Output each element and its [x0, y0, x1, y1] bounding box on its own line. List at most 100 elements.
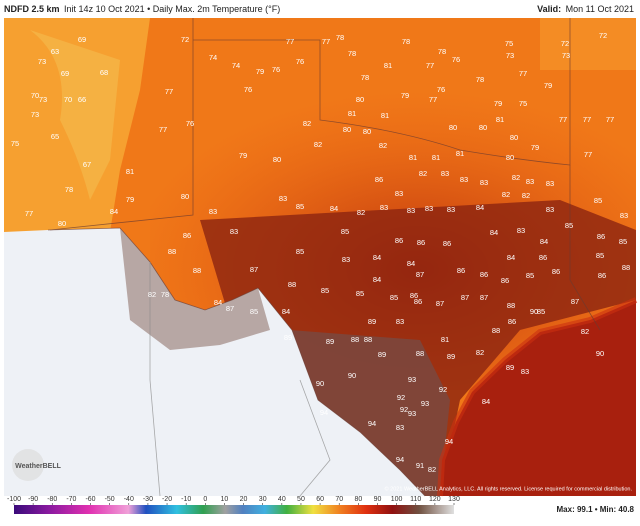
temperature-label: 69: [78, 35, 86, 44]
temperature-label: 79: [126, 195, 134, 204]
temperature-label: 88: [351, 335, 359, 344]
mexico: [4, 228, 425, 496]
temperature-label: 72: [599, 31, 607, 40]
temperature-label: 90: [316, 379, 324, 388]
temperature-label: 81: [126, 167, 134, 176]
temperature-label: 88: [288, 280, 296, 289]
colorbar-tick-label: 10: [221, 496, 229, 503]
temperature-label: 80: [479, 123, 487, 132]
temperature-label: 78: [476, 75, 484, 84]
temperature-label: 77: [426, 61, 434, 70]
mexico-border: [149, 262, 331, 497]
temperature-label: 88: [622, 263, 630, 272]
temperature-label: 94: [368, 419, 376, 428]
temperature-label: 81: [384, 61, 392, 70]
colorbar-tick-label: 30: [259, 496, 267, 503]
temperature-label: 70: [31, 91, 39, 100]
temperature-label: 70: [64, 95, 72, 104]
temperature-label: 76: [452, 55, 460, 64]
state-border: [569, 165, 601, 331]
colorbar-ticks: -100 -90 -80 -70 -60 -50 -40 -30 -20 -10 0 10 20 30 40…: [7, 496, 460, 505]
temperature-label: 86: [598, 271, 606, 280]
temperature-label: 87: [250, 265, 258, 274]
temperature-label: 81: [496, 115, 504, 124]
temperature-label: 68: [100, 68, 108, 77]
temperature-label: 82: [314, 140, 322, 149]
temperature-label: 63: [51, 47, 59, 56]
copyright: © 2021 WeatherBELL Analytics, LLC. All r…: [385, 485, 633, 492]
temperature-label: 76: [296, 57, 304, 66]
temperature-label: 84: [482, 397, 490, 406]
temperature-label: 79: [256, 67, 264, 76]
gulf: [440, 300, 636, 496]
temperature-label: 72: [561, 39, 569, 48]
north-region: [540, 18, 636, 70]
colorbar-tick-label: 20: [240, 496, 248, 503]
high-terrain: [30, 30, 120, 200]
temperature-label: 83: [407, 206, 415, 215]
rio-grande: [47, 227, 426, 497]
temperature-label: 89: [378, 350, 386, 359]
temperature-label: 86: [414, 297, 422, 306]
temperature-label: 85: [526, 271, 534, 280]
temperature-label: 93: [408, 409, 416, 418]
temperature-label: 83: [526, 177, 534, 186]
temperature-label: 93: [408, 375, 416, 384]
temperature-label: 85: [296, 247, 304, 256]
temperature-label: 84: [407, 259, 415, 268]
temperature-label: 80: [273, 155, 281, 164]
temperature-label: 84: [110, 207, 118, 216]
temperature-label: 73: [506, 51, 514, 60]
temperature-label: 86: [417, 238, 425, 247]
temperature-label: 86: [457, 266, 465, 275]
colorbar-tick-label: -70: [66, 496, 76, 503]
temperature-label: 90: [596, 349, 604, 358]
temperature-label: 82: [148, 290, 156, 299]
temperature-label: 79: [494, 99, 502, 108]
temperature-label: 78: [361, 73, 369, 82]
temperature-label: 86: [183, 231, 191, 240]
temperature-label: 82: [581, 327, 589, 336]
temperature-label: 79: [239, 151, 247, 160]
temperature-label: 80: [343, 125, 351, 134]
colorbar-tick-label: -20: [162, 496, 172, 503]
temperature-label: 84: [540, 237, 548, 246]
temperature-label: 80: [58, 219, 66, 228]
temperature-label: 77: [559, 115, 567, 124]
temperature-label: 83: [546, 205, 554, 214]
temperature-label: 87: [226, 304, 234, 313]
temperature-label: 81: [348, 109, 356, 118]
temperature-label: 83: [441, 169, 449, 178]
colorbar-tick-label: -100: [7, 496, 21, 503]
temperature-label: 81: [456, 149, 464, 158]
colorbar-tick-label: -60: [85, 496, 95, 503]
temperature-label: 77: [606, 115, 614, 124]
temperature-label: 75: [11, 139, 19, 148]
temperature-label: 89: [506, 363, 514, 372]
temperature-label: 78: [161, 290, 169, 299]
temperature-label: 84: [490, 228, 498, 237]
temperature-label: 84: [373, 253, 381, 262]
temperature-label: 85: [596, 251, 604, 260]
temperature-label: 85: [321, 286, 329, 295]
temperature-label: 86: [508, 317, 516, 326]
temperature-label: 77: [165, 87, 173, 96]
temperature-label: 85: [390, 293, 398, 302]
temperature-label: 83: [230, 227, 238, 236]
temperature-label: 77: [429, 95, 437, 104]
temperature-label: 89: [368, 317, 376, 326]
temperature-label: 83: [279, 194, 287, 203]
temperature-label: 94: [445, 437, 453, 446]
temperature-label: 86: [552, 267, 560, 276]
temperature-label: 73: [38, 57, 46, 66]
temperature-label: 77: [322, 37, 330, 46]
temperature-label: 92: [400, 405, 408, 414]
temperature-label: 83: [480, 178, 488, 187]
temperature-label: 82: [428, 465, 436, 474]
temperature-label: 84: [214, 298, 222, 307]
temperature-label: 77: [584, 150, 592, 159]
temperature-label: 88: [416, 349, 424, 358]
temperature-label: 85: [356, 289, 364, 298]
temperature-label: 80: [506, 153, 514, 162]
temperature-label: 83: [546, 179, 554, 188]
